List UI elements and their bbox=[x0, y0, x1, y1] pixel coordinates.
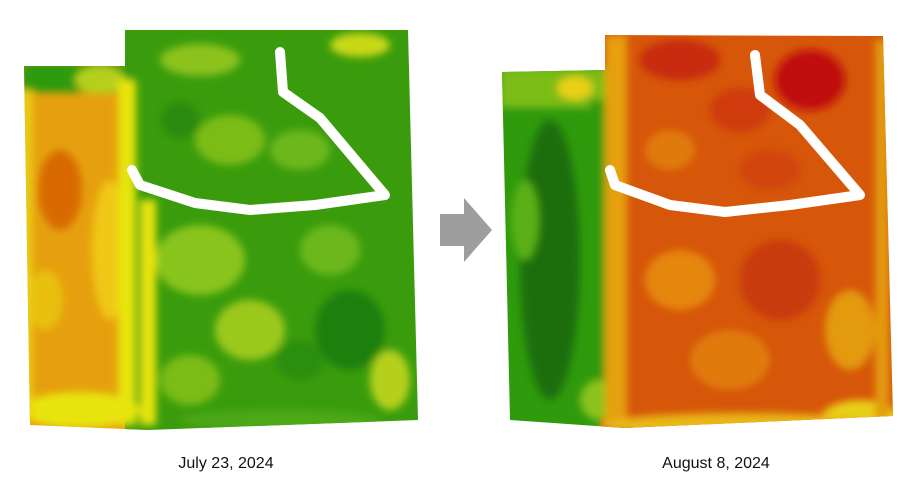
field-map-july bbox=[24, 30, 418, 430]
right-arrow-icon bbox=[440, 198, 492, 262]
caption-july: July 23, 2024 bbox=[178, 455, 274, 472]
field-map-august bbox=[502, 35, 893, 428]
caption-august: August 8, 2024 bbox=[662, 455, 770, 472]
